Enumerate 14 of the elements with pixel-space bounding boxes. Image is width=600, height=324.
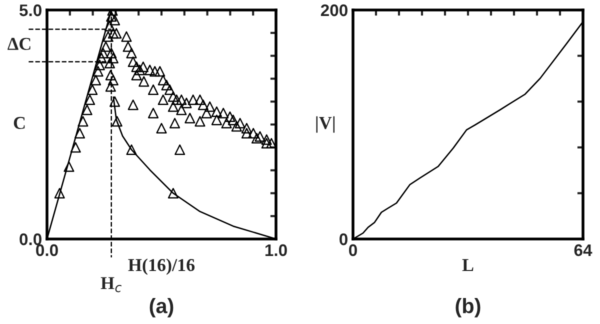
y-axis-title: |V| [316, 116, 335, 133]
x-axis-title: H(16)/16 [128, 258, 195, 275]
x-tick-label: 1.0 [265, 244, 287, 256]
ref-line-label: H$_{c}$ [100, 277, 122, 292]
y-tick-label: 5.0 [19, 4, 42, 16]
x-tick-label: 0.0 [36, 244, 58, 256]
text: (b) [456, 298, 480, 318]
x-axis-title: L [462, 259, 474, 271]
text: (a) [150, 298, 174, 318]
y-tick-label: 200 [320, 4, 348, 16]
y-axis-title: C [14, 116, 25, 130]
text: ΔC [8, 38, 30, 50]
x-tick-label: 64 [574, 244, 592, 256]
x-tick-label: 0 [349, 244, 357, 256]
